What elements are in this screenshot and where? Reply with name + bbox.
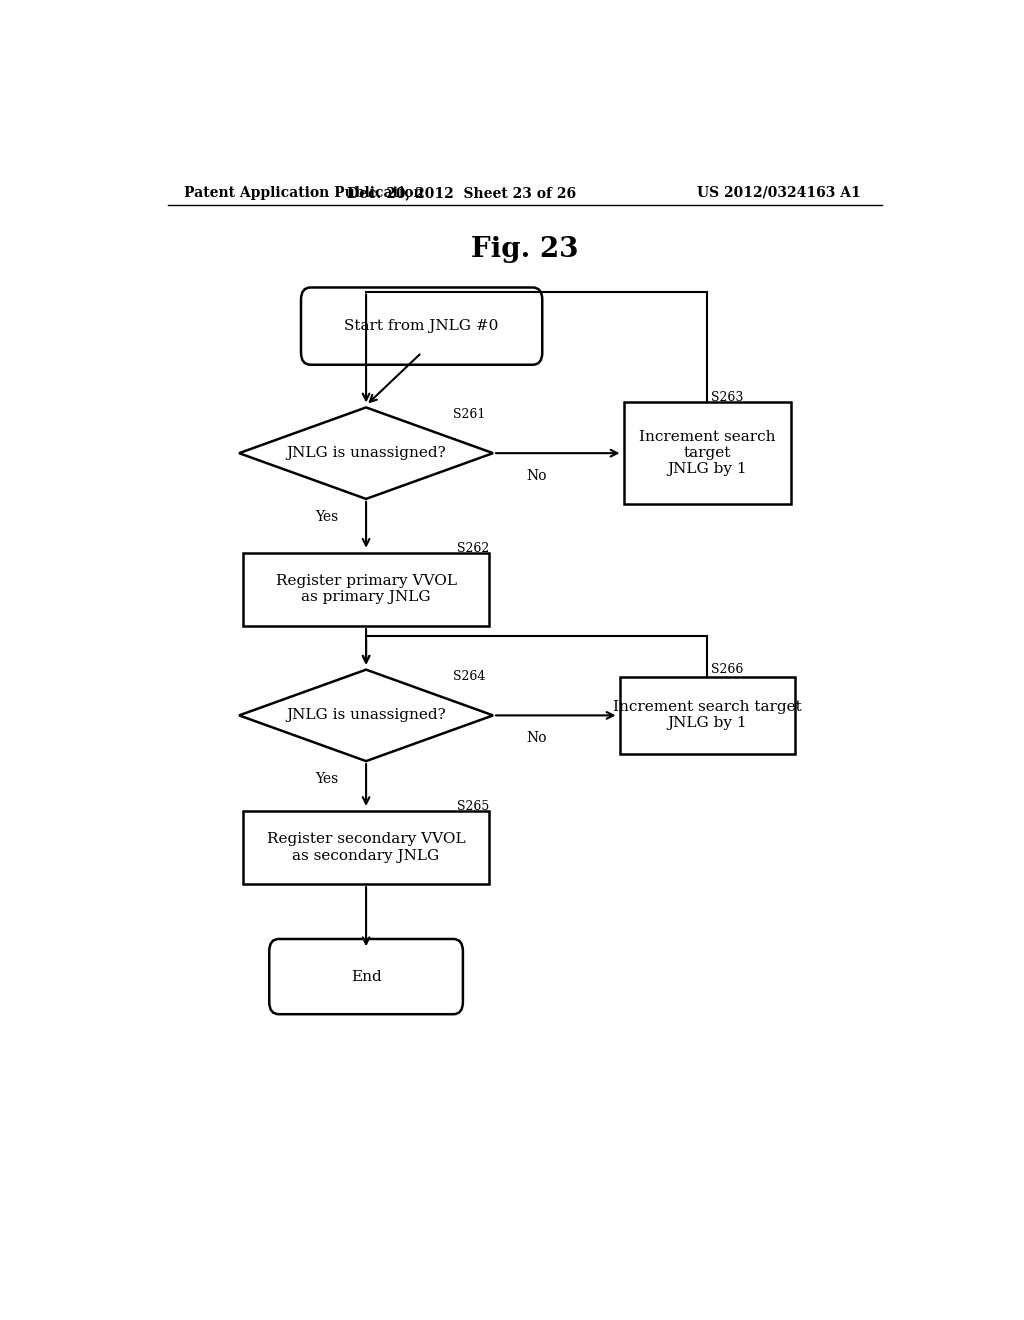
Text: Increment search target
JNLG by 1: Increment search target JNLG by 1 <box>613 701 802 730</box>
Text: Patent Application Publication: Patent Application Publication <box>183 186 423 199</box>
Text: JNLG is unassigned?: JNLG is unassigned? <box>286 446 446 461</box>
Text: End: End <box>350 970 382 983</box>
Text: Fig. 23: Fig. 23 <box>471 236 579 264</box>
Text: Yes: Yes <box>314 772 338 787</box>
Text: No: No <box>526 731 547 744</box>
Bar <box>620 677 795 754</box>
Text: Yes: Yes <box>314 511 338 524</box>
Polygon shape <box>239 669 494 762</box>
Bar <box>243 553 489 626</box>
Text: S262: S262 <box>458 543 489 556</box>
Text: S265: S265 <box>458 800 489 813</box>
Text: Register secondary VVOL
as secondary JNLG: Register secondary VVOL as secondary JNL… <box>267 833 465 862</box>
Text: Register primary VVOL
as primary JNLG: Register primary VVOL as primary JNLG <box>275 574 457 605</box>
Text: US 2012/0324163 A1: US 2012/0324163 A1 <box>697 186 860 199</box>
Text: S264: S264 <box>454 671 485 684</box>
Bar <box>624 403 791 504</box>
Text: Increment search
target
JNLG by 1: Increment search target JNLG by 1 <box>639 430 775 477</box>
Text: S261: S261 <box>454 408 485 421</box>
Text: No: No <box>526 469 547 483</box>
Polygon shape <box>239 408 494 499</box>
Bar <box>243 810 489 884</box>
Text: S263: S263 <box>712 391 743 404</box>
FancyBboxPatch shape <box>269 939 463 1014</box>
Text: JNLG is unassigned?: JNLG is unassigned? <box>286 709 446 722</box>
Text: S266: S266 <box>712 663 743 676</box>
Text: Start from JNLG #0: Start from JNLG #0 <box>344 319 499 333</box>
Text: Dec. 20, 2012  Sheet 23 of 26: Dec. 20, 2012 Sheet 23 of 26 <box>347 186 575 199</box>
FancyBboxPatch shape <box>301 288 543 364</box>
